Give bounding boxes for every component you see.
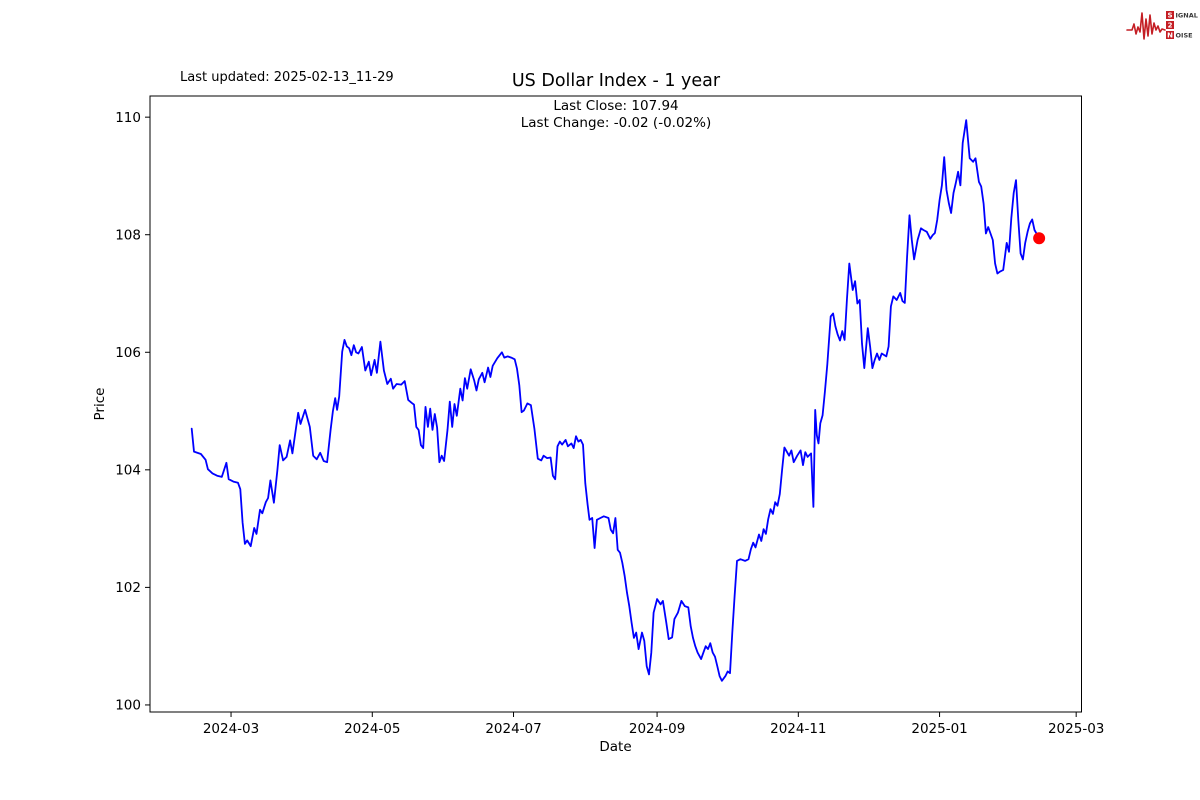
logo-waveform-icon — [1126, 12, 1166, 40]
y-tick-label: 102 — [115, 580, 141, 596]
logo-2-letter: 2 — [1168, 22, 1173, 30]
plot-border — [149, 95, 1082, 713]
y-tick-label: 108 — [115, 228, 141, 244]
y-tick-label: 110 — [115, 110, 141, 126]
last-change-text: Last Change: -0.02 (-0.02%) — [520, 115, 712, 131]
price-line — [190, 119, 1040, 682]
y-tick-label: 100 — [115, 698, 141, 714]
logo-2-box — [1166, 21, 1174, 29]
y-tick-label: 104 — [115, 463, 141, 479]
x-tick-label: 2024-07 — [485, 721, 541, 737]
y-axis-label: Price — [92, 388, 108, 421]
logo-s-letter: S — [1167, 12, 1172, 20]
logo-n-box — [1166, 31, 1174, 39]
signal2noise-logo: S IGNAL 2 N OISE — [1126, 11, 1198, 40]
x-tick-label: 2024-09 — [629, 721, 685, 737]
x-tick-label: 2025-03 — [1048, 721, 1104, 737]
x-axis-label: Date — [599, 739, 631, 755]
chart-title: US Dollar Index - 1 year — [511, 71, 721, 91]
y-tick-label: 106 — [115, 345, 141, 361]
logo-noise-text: OISE — [1176, 32, 1193, 40]
logo-signal-text: IGNAL — [1176, 12, 1198, 20]
logo-n-letter: N — [1167, 32, 1173, 40]
x-tick-label: 2024-03 — [203, 721, 259, 737]
x-tick-label: 2024-11 — [770, 721, 826, 737]
x-tick-label: 2025-01 — [911, 721, 967, 737]
last-updated-text: Last updated: 2025-02-13_11-29 — [180, 70, 394, 85]
x-tick-label: 2024-05 — [344, 721, 400, 737]
logo-s-box — [1166, 11, 1174, 19]
last-close-text: Last Close: 107.94 — [553, 98, 679, 114]
last-price-marker — [1033, 232, 1046, 245]
